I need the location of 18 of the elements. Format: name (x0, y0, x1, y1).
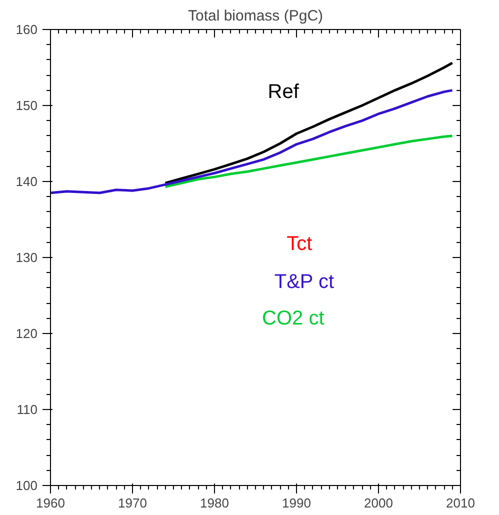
y-tick-label: 110 (16, 402, 38, 417)
y-tick-label: 150 (16, 98, 38, 113)
series-label: Ref (268, 81, 300, 104)
x-tick-label: 1990 (282, 496, 311, 510)
x-tick-label: 2010 (446, 496, 475, 510)
x-tick-label: 1980 (200, 496, 229, 510)
x-tick-label: 1960 (36, 496, 65, 510)
y-tick-label: 100 (16, 478, 38, 493)
y-tick-label: 140 (16, 174, 38, 189)
y-tick-label: 130 (16, 250, 38, 265)
x-tick-label: 1970 (118, 496, 147, 510)
y-tick-label: 120 (16, 326, 38, 341)
x-tick-label: 2000 (364, 496, 393, 510)
text: T&P ct (274, 271, 334, 294)
text: CO2 ct (262, 308, 325, 330)
y-tick-label: 160 (16, 22, 38, 37)
chart-title: Total biomass (PgC) (188, 8, 324, 24)
legend-label: Tct (286, 233, 313, 256)
